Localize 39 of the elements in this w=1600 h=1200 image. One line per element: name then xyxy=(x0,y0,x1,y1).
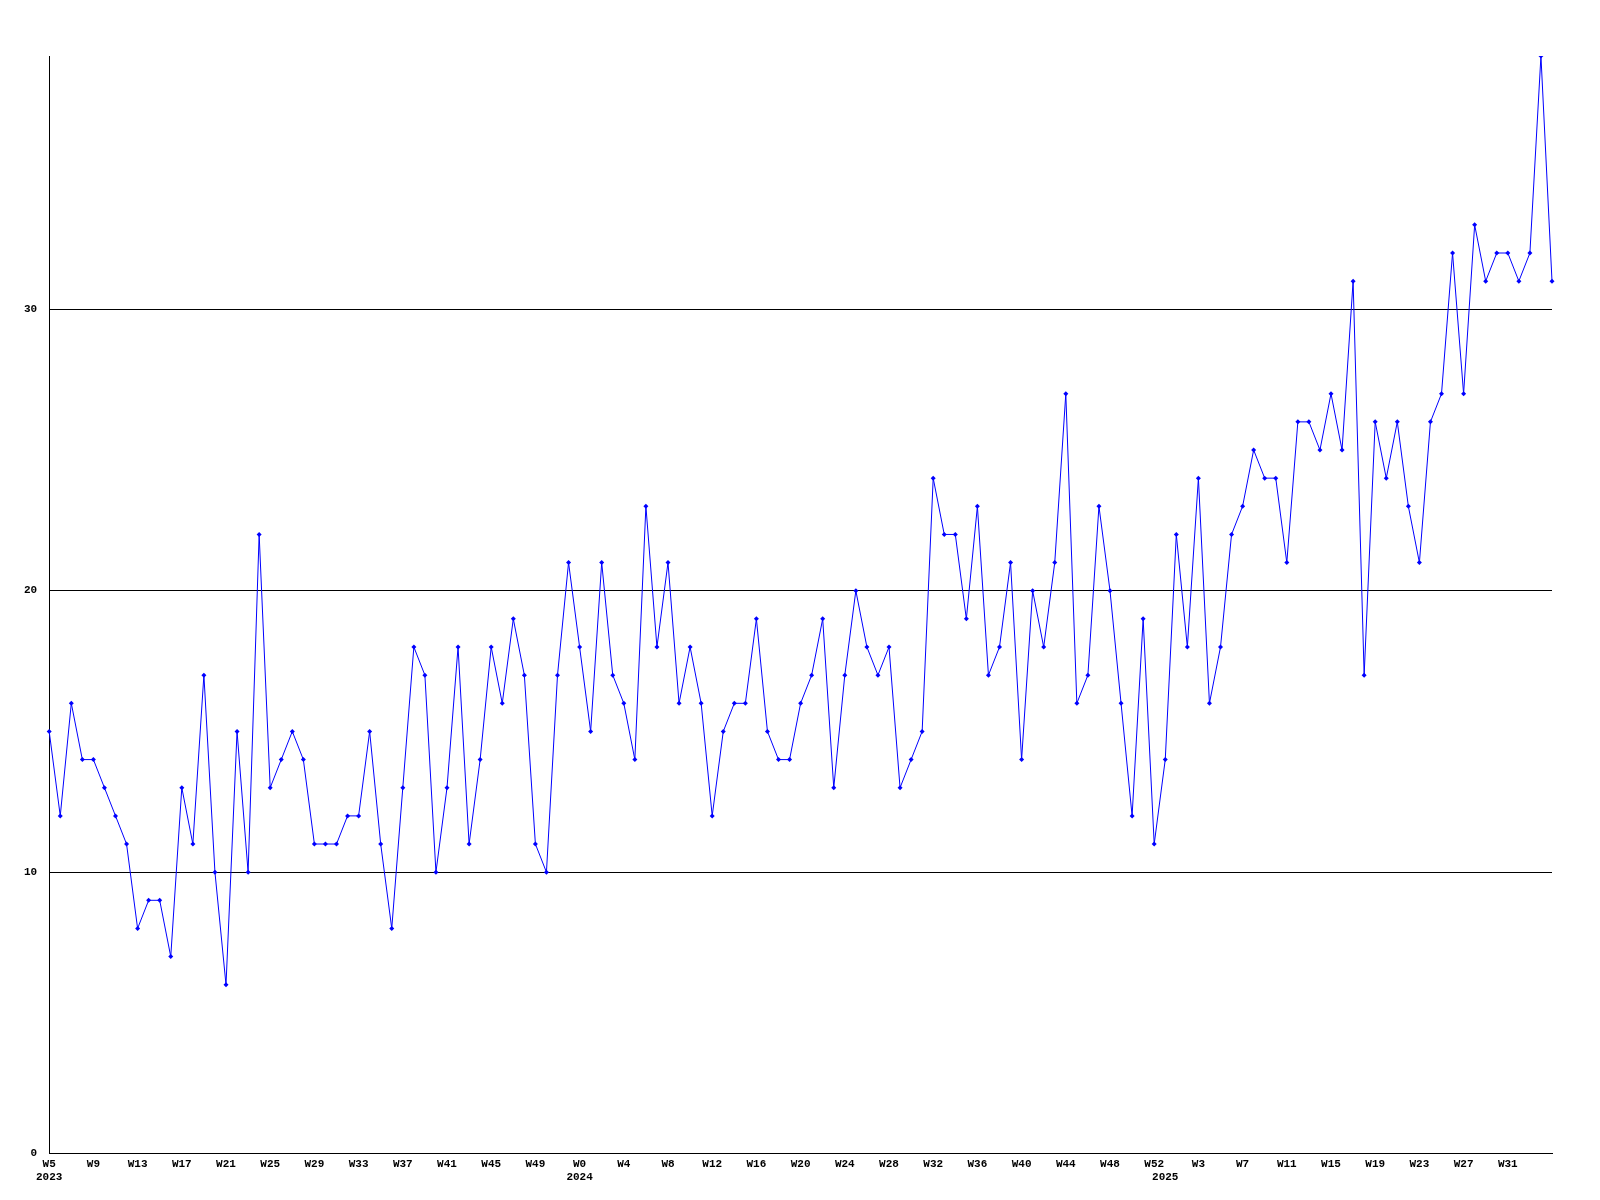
x-tick-label: W0 2024 xyxy=(566,1157,594,1184)
x-tick-label: W7 xyxy=(1236,1157,1250,1170)
x-tick-label: W17 xyxy=(171,1157,192,1170)
x-tick-label: W27 xyxy=(1453,1157,1474,1170)
x-tick-label: W49 xyxy=(525,1157,546,1170)
x-tick-label: W11 xyxy=(1276,1157,1298,1170)
x-tick-label: W28 xyxy=(879,1157,900,1170)
x-tick-label: W13 xyxy=(127,1157,148,1170)
x-tick-label: W25 xyxy=(260,1157,281,1170)
x-tick-label: W4 xyxy=(617,1157,631,1170)
x-tick-label: W31 xyxy=(1497,1157,1519,1170)
x-tick-label: W52 xyxy=(1144,1157,1165,1170)
x-tick-label: W12 xyxy=(702,1157,723,1170)
x-tick-label: W19 xyxy=(1365,1157,1386,1170)
x-tick-label: W5 2023 xyxy=(36,1157,63,1184)
x-tick-label: W16 xyxy=(746,1157,767,1170)
y-tick-label: 10 xyxy=(24,865,38,878)
x-tick-label: W33 xyxy=(348,1157,369,1170)
x-tick-label: W15 xyxy=(1321,1157,1342,1170)
x-tick-label: W23 xyxy=(1409,1157,1430,1170)
x-tick-label: W40 xyxy=(1011,1157,1032,1170)
x-tick-label: W48 xyxy=(1100,1157,1121,1170)
x-tick-label: W9 xyxy=(86,1157,100,1170)
x-tick-label: W3 xyxy=(1191,1157,1206,1170)
x-tick-label: W20 xyxy=(790,1157,811,1170)
y-tick-label: 0 xyxy=(30,1147,38,1160)
x-tick-label: W36 xyxy=(967,1157,988,1170)
x-tick-label: W24 xyxy=(834,1157,856,1170)
x-tick-label: W21 xyxy=(216,1157,237,1170)
y-tick-label: 30 xyxy=(24,303,38,316)
x-tick-label: W8 xyxy=(661,1157,675,1170)
x-tick-label: W32 xyxy=(923,1157,944,1170)
x-tick-label: 2025 xyxy=(1152,1171,1179,1184)
x-tick-label: W29 xyxy=(304,1157,325,1170)
x-tick-label: W37 xyxy=(392,1157,413,1170)
y-tick-label: 20 xyxy=(24,584,38,597)
x-tick-label: W44 xyxy=(1055,1157,1077,1170)
x-tick-label: W45 xyxy=(481,1157,502,1170)
x-tick-label: W41 xyxy=(437,1157,458,1170)
